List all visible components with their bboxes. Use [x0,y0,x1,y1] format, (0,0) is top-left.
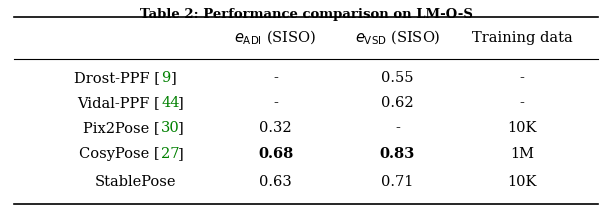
Text: Table 2: Performance comparison on LM-O-S: Table 2: Performance comparison on LM-O-… [140,8,472,21]
Text: 1M: 1M [510,147,534,161]
Text: ]: ] [178,121,184,135]
Text: Drost-PPF [: Drost-PPF [ [74,71,160,85]
Text: 30: 30 [161,121,180,135]
Text: 10K: 10K [507,121,537,135]
Text: ]: ] [178,147,184,161]
Text: 27: 27 [161,147,179,161]
Text: 10K: 10K [507,175,537,189]
Text: -: - [273,96,278,110]
Text: Training data: Training data [472,31,573,45]
Text: 0.63: 0.63 [259,175,292,189]
Text: -: - [395,121,400,135]
Text: 44: 44 [161,96,179,110]
Text: 9: 9 [161,71,170,85]
Text: -: - [273,71,278,85]
Text: ]: ] [171,71,176,85]
Text: Pix2Pose [: Pix2Pose [ [83,121,160,135]
Text: 0.83: 0.83 [380,147,415,161]
Text: -: - [520,71,524,85]
Text: -: - [520,96,524,110]
Text: 0.68: 0.68 [258,147,293,161]
Text: 0.55: 0.55 [381,71,414,85]
Text: ]: ] [178,96,184,110]
Text: $e_{\rm VSD}$ (SISO): $e_{\rm VSD}$ (SISO) [354,29,440,47]
Text: $e_{\rm ADI}$ (SISO): $e_{\rm ADI}$ (SISO) [234,29,316,47]
Text: 0.71: 0.71 [381,175,414,189]
Text: CosyPose [: CosyPose [ [79,147,160,161]
Text: StablePose: StablePose [95,175,176,189]
Text: 0.62: 0.62 [381,96,414,110]
Text: 0.32: 0.32 [259,121,292,135]
Text: Vidal-PPF [: Vidal-PPF [ [77,96,160,110]
